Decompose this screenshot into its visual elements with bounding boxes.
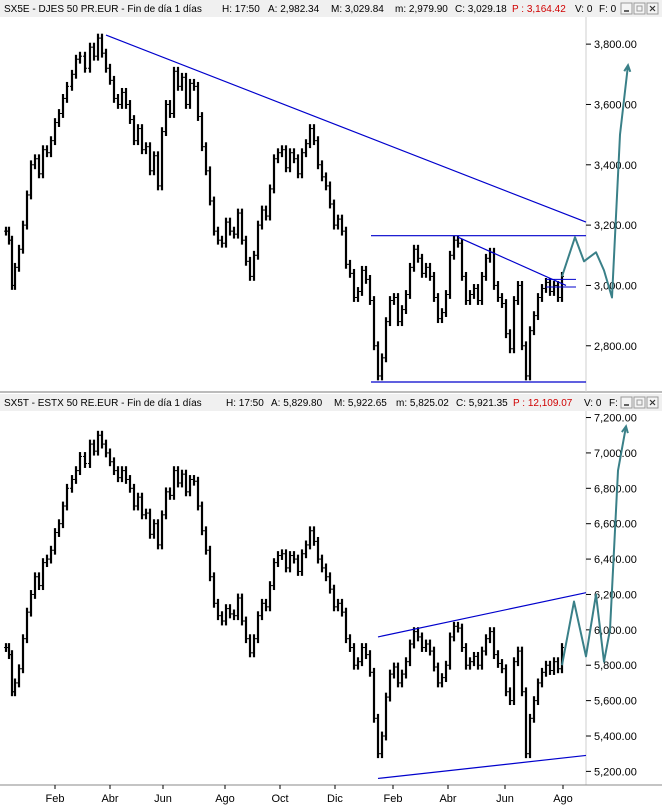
- top-header-stat-low: m: 2,979.90: [395, 4, 448, 15]
- bottom-price-tick-label: 6,400.00: [594, 554, 637, 566]
- top-descending-trendline: [105, 34, 587, 223]
- bottom-price-tick-label: 6,000.00: [594, 625, 637, 637]
- bottom-price-tick-label: 6,800.00: [594, 483, 637, 495]
- bottom-price-tick-label: 5,200.00: [594, 766, 637, 778]
- top-header-bar: [0, 0, 662, 17]
- top-price-tick-label: 3,600.00: [594, 99, 637, 111]
- bottom-header-f: F:: [609, 398, 618, 409]
- top-close-button[interactable]: [646, 2, 659, 15]
- top-header-stat-time: H: 17:50: [222, 4, 260, 15]
- time-tick-label: Feb: [46, 793, 65, 805]
- top-trendlines: [105, 34, 632, 383]
- bottom-header-stat-close: C: 5,921.35: [456, 398, 508, 409]
- top-header-title: SX5E - DJES 50 PR.EUR - Fin de día 1 día…: [4, 4, 202, 15]
- time-tick-label: Abr: [439, 793, 456, 805]
- time-tick-label: Ago: [553, 793, 573, 805]
- close-icon: [649, 399, 656, 406]
- bottom-header-stat-low: m: 5,825.02: [396, 398, 449, 409]
- bottom-price-tick-label: 7,000.00: [594, 448, 637, 460]
- time-tick-label: Dic: [327, 793, 343, 805]
- bottom-price-tick-label: 5,400.00: [594, 731, 637, 743]
- restore-icon: [636, 399, 643, 406]
- bottom-projection-path: [561, 426, 627, 666]
- bottom-header-bar: [0, 394, 662, 411]
- bottom-header-volume: V: 0: [584, 398, 602, 409]
- top-minimize-button[interactable]: [620, 2, 633, 15]
- time-tick-label: Abr: [101, 793, 118, 805]
- bottom-header-stat-open: A: 5,829.80: [271, 398, 323, 409]
- bottom-trendlines: [377, 424, 629, 780]
- bottom-channel-upper-line: [377, 592, 587, 638]
- top-header-volume: V: 0: [575, 4, 593, 15]
- time-tick-label: Oct: [271, 793, 288, 805]
- top-projection-path: [561, 65, 629, 299]
- top-wedge-line: [457, 236, 567, 286]
- time-tick-label: Jun: [154, 793, 172, 805]
- bottom-header-stat-time: H: 17:50: [226, 398, 264, 409]
- top-price-tick-label: 3,800.00: [594, 39, 637, 51]
- top-header-last-price: P : 3,164.42: [512, 4, 566, 15]
- close-icon: [649, 5, 656, 12]
- top-price-tick-label: 2,800.00: [594, 341, 637, 353]
- top-projection-path-arrowhead: [623, 62, 632, 73]
- bottom-price-tick-label: 6,200.00: [594, 589, 637, 601]
- bottom-price-tick-label: 5,800.00: [594, 660, 637, 672]
- time-axis: Feb Abr Jun Ago Oct Dic Feb Abr Jun Ago: [46, 785, 573, 805]
- bottom-projection-path-arrowhead: [621, 424, 629, 434]
- top-price-axis: 3,800.003,600.003,400.003,200.003,000.00…: [586, 39, 637, 353]
- top-price-tick-label: 3,000.00: [594, 280, 637, 292]
- top-restore-button[interactable]: [633, 2, 646, 15]
- time-tick-label: Ago: [215, 793, 235, 805]
- bottom-header-last-price: P : 12,109.07: [513, 398, 573, 409]
- bottom-price-tick-label: 7,200.00: [594, 413, 637, 425]
- top-price-bars: [4, 33, 564, 381]
- top-header-f: F: 0: [599, 4, 617, 15]
- time-tick-label: Jun: [496, 793, 514, 805]
- top-header-stat-high: M: 3,029.84: [331, 4, 384, 15]
- restore-icon: [636, 5, 643, 12]
- top-header-stat-close: C: 3,029.18: [455, 4, 507, 15]
- bottom-header-title: SX5T - ESTX 50 RE.EUR - Fin de día 1 día…: [4, 398, 202, 409]
- time-tick-label: Feb: [384, 793, 403, 805]
- bottom-price-axis: 7,200.007,000.006,800.006,600.006,400.00…: [586, 413, 637, 778]
- bottom-restore-button[interactable]: [633, 396, 646, 409]
- bottom-header-stat-high: M: 5,922.65: [334, 398, 387, 409]
- top-header-stat-open: A: 2,982.34: [268, 4, 320, 15]
- top-price-tick-label: 3,400.00: [594, 160, 637, 172]
- bottom-price-bars: [4, 430, 564, 759]
- bottom-close-button[interactable]: [646, 396, 659, 409]
- bottom-channel-lower-line: [377, 754, 587, 780]
- bottom-minimize-button[interactable]: [620, 396, 633, 409]
- bottom-price-tick-label: 5,600.00: [594, 696, 637, 708]
